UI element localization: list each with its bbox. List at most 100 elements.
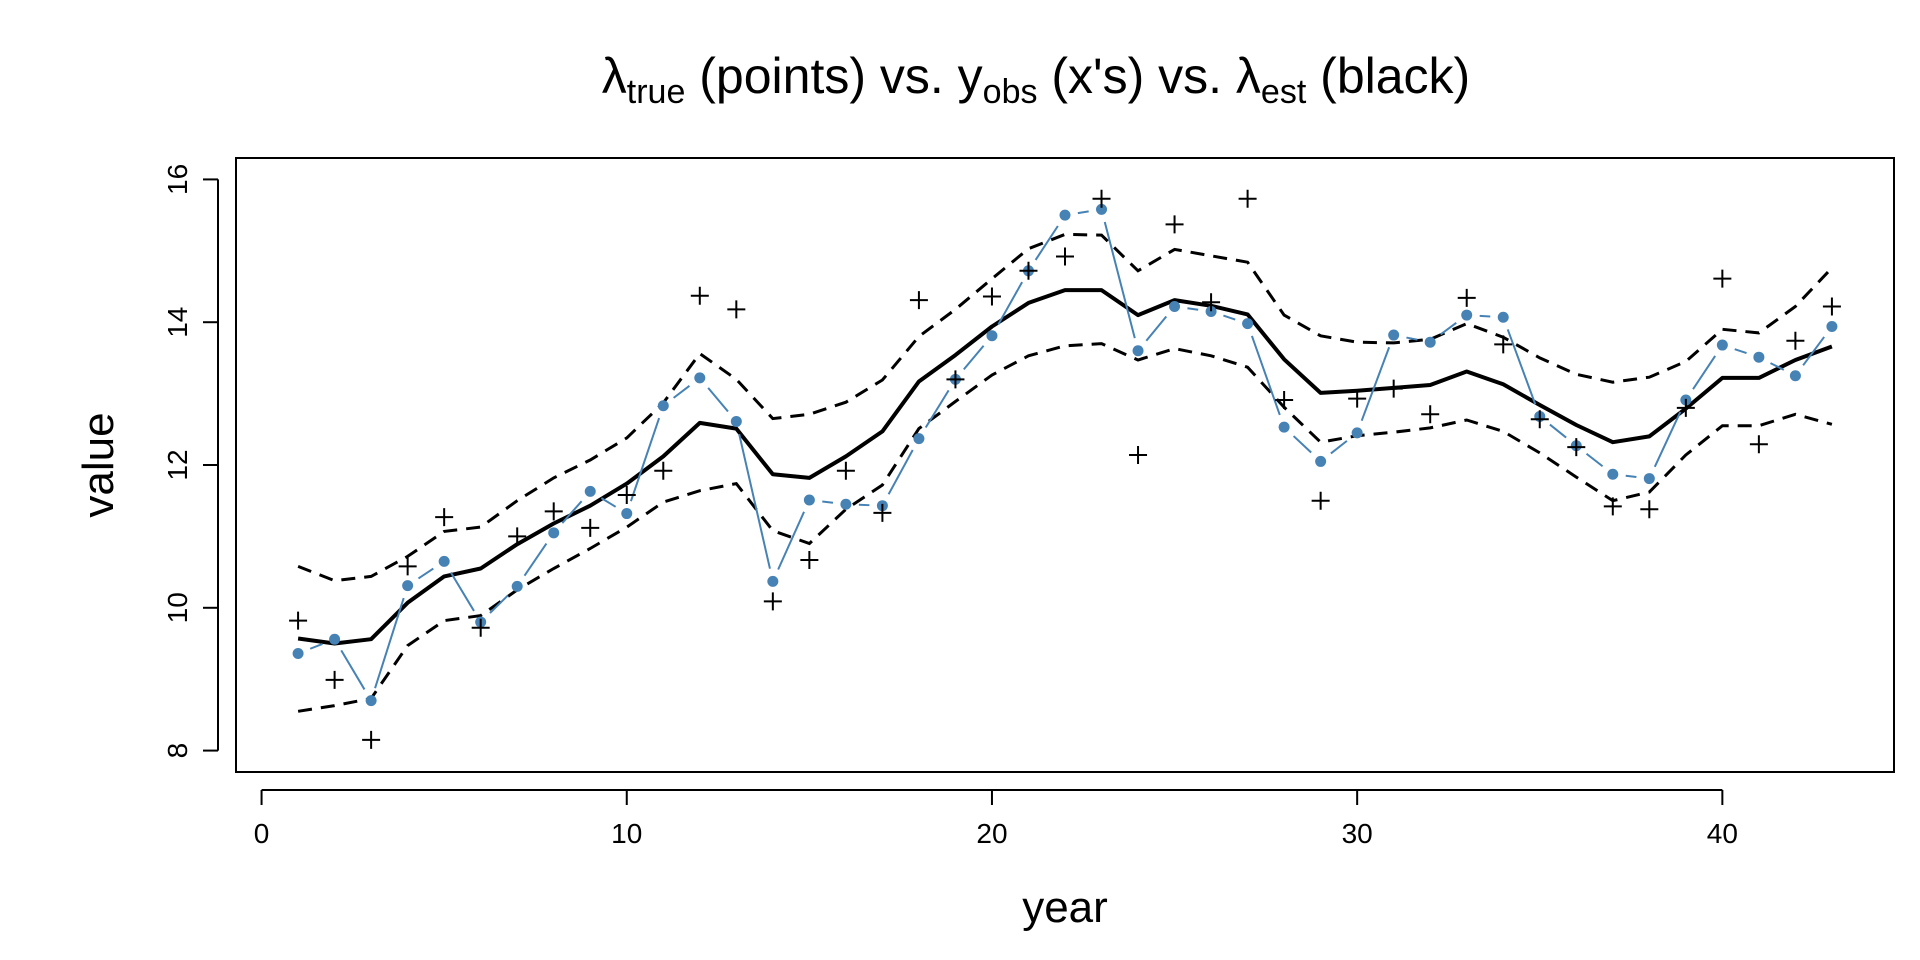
true-segment	[707, 387, 729, 413]
true-point	[1096, 203, 1108, 215]
chart-title: λtrue (points) vs. yobs (x's) vs. λest (…	[602, 48, 1470, 111]
true-segment	[1187, 307, 1199, 311]
true-segment	[1770, 362, 1785, 371]
true-segment	[1692, 355, 1716, 390]
plot-frame	[235, 157, 1895, 773]
y-tick-label: 16	[162, 164, 193, 195]
true-segment	[561, 500, 583, 524]
true-segment	[1585, 452, 1604, 468]
true-point	[1424, 336, 1436, 348]
true-segment	[822, 500, 834, 504]
true-point	[1789, 370, 1801, 382]
obs-marker	[1348, 389, 1367, 408]
true-point	[1205, 306, 1217, 317]
obs-marker	[1822, 297, 1841, 316]
true-segment	[1292, 435, 1312, 454]
obs-marker	[1640, 500, 1659, 519]
obs-marker	[727, 300, 746, 319]
true-point	[1388, 329, 1400, 341]
obs-marker	[1494, 335, 1513, 354]
obs-marker	[1129, 446, 1148, 465]
obs-marker	[1530, 410, 1549, 429]
true-segment	[777, 511, 805, 570]
true-segment	[450, 572, 475, 612]
true-segment	[1734, 348, 1747, 355]
title-sub-est: est	[1261, 73, 1307, 111]
true-point	[1643, 473, 1655, 485]
obs-marker	[1676, 398, 1695, 417]
true-segment	[997, 281, 1023, 325]
true-segment	[924, 389, 950, 429]
obs-marker	[836, 461, 855, 480]
obs-marker	[1457, 288, 1476, 307]
series-layer	[289, 189, 1841, 749]
upper-interval-line	[297, 232, 1833, 583]
x-axis: 0 10 20 30 40	[254, 789, 1738, 849]
y-tick-label: 12	[162, 449, 193, 480]
true-segment	[1034, 225, 1059, 261]
obs-marker	[325, 670, 344, 689]
lower-interval-line	[297, 342, 1833, 713]
true-point	[1461, 309, 1473, 321]
obs-marker	[1713, 269, 1732, 288]
true-segment	[1802, 336, 1825, 366]
true-segment	[523, 543, 548, 577]
true-segment	[1250, 335, 1281, 416]
true-point	[584, 485, 596, 497]
true-segment	[1653, 411, 1682, 468]
true-segment	[1330, 440, 1348, 455]
obs-marker	[1567, 438, 1586, 457]
true-point	[621, 508, 633, 520]
y-tick-label: 8	[162, 743, 193, 759]
obs-marker	[982, 287, 1001, 306]
true-point	[694, 372, 706, 384]
true-segment	[1103, 221, 1136, 339]
obs-marker	[1202, 293, 1221, 312]
obs-marker	[508, 527, 527, 546]
true-segment	[887, 449, 914, 495]
x-tick-label: 40	[1707, 818, 1738, 849]
true-segment	[1440, 322, 1457, 336]
obs-marker	[873, 503, 892, 522]
obs-marker	[617, 485, 636, 504]
true-segment	[1223, 314, 1236, 321]
obs-marker	[1238, 189, 1257, 208]
true-point	[1826, 320, 1838, 332]
obs-marker	[763, 592, 782, 611]
true-point	[913, 433, 925, 445]
true-segment	[1406, 336, 1418, 341]
true-point	[1607, 468, 1619, 480]
true-point	[1497, 311, 1509, 323]
obs-marker	[690, 286, 709, 305]
true-point	[767, 575, 779, 587]
true-point	[511, 580, 523, 592]
true-point	[730, 415, 742, 427]
y-axis: 8 10 12 14 16	[162, 164, 219, 759]
obs-marker	[1019, 261, 1038, 280]
title-black: (black)	[1306, 48, 1470, 104]
true-point	[365, 695, 377, 707]
title-xs: (x's) vs.	[1038, 48, 1236, 104]
true-point	[1242, 318, 1254, 330]
x-tick-label: 10	[611, 818, 642, 849]
obs-marker	[1165, 215, 1184, 234]
obs-marker	[654, 461, 673, 480]
x-tick-label: 20	[976, 818, 1007, 849]
true-point	[1351, 427, 1363, 439]
true-point	[803, 494, 815, 506]
true-segment	[738, 433, 771, 569]
true-segment	[1360, 346, 1391, 422]
true-point	[402, 580, 414, 592]
true-segment	[1479, 314, 1491, 318]
y-tick-label: 10	[162, 592, 193, 623]
obs-marker	[362, 730, 381, 749]
est-line	[297, 288, 1833, 646]
x-tick-label: 30	[1342, 818, 1373, 849]
true-point	[329, 633, 341, 645]
title-points: (points) vs. y	[685, 48, 982, 104]
true-point	[1169, 301, 1181, 313]
obs-marker	[1311, 491, 1330, 510]
true-segment	[1506, 329, 1537, 405]
obs-marker	[471, 618, 490, 637]
true-point	[1278, 421, 1290, 433]
